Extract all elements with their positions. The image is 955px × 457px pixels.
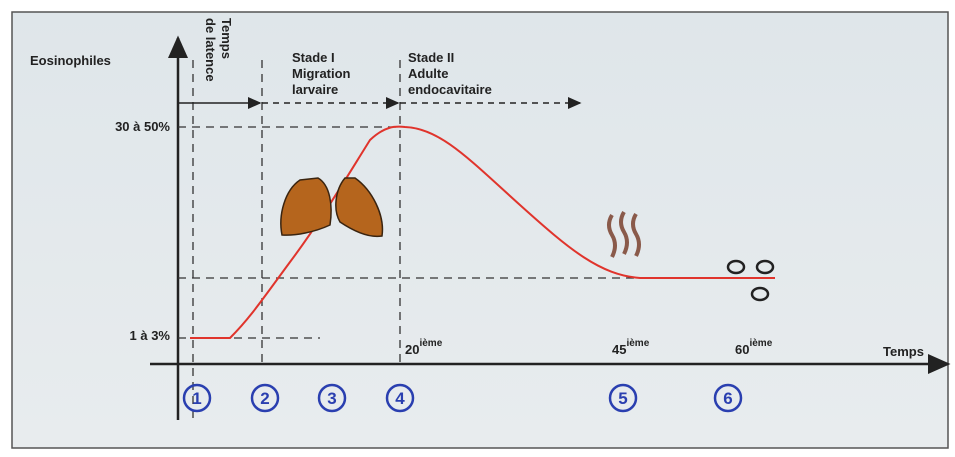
phase-label: endocavitaire — [408, 82, 492, 97]
step-number: 2 — [260, 389, 269, 408]
day-suffix: ième — [626, 338, 649, 349]
phase-label: Stade II — [408, 50, 454, 65]
phase-label: de latence — [203, 18, 218, 82]
x-axis-label: Temps — [883, 344, 924, 359]
step-number: 6 — [723, 389, 732, 408]
step-number: 4 — [395, 389, 405, 408]
phase-label: larvaire — [292, 82, 338, 97]
phase-label: Adulte — [408, 66, 448, 81]
phase-label: Migration — [292, 66, 351, 81]
day-number: 60 — [735, 342, 749, 357]
step-number: 1 — [192, 389, 201, 408]
day-suffix: ième — [419, 338, 442, 349]
level-label: 30 à 50% — [115, 119, 170, 134]
phase-label: Stade I — [292, 50, 335, 65]
y-axis-label: Eosinophiles — [30, 53, 111, 68]
step-number: 5 — [618, 389, 627, 408]
panel — [12, 12, 948, 448]
level-label: 1 à 3% — [130, 328, 171, 343]
diagram: Eosinophiles 30 à 50% 1 à 3% Temps Temps… — [0, 0, 955, 452]
day-number: 20 — [405, 342, 419, 357]
phase-label: Temps — [219, 18, 234, 59]
step-number: 3 — [327, 389, 336, 408]
day-number: 45 — [612, 342, 626, 357]
day-suffix: ième — [749, 338, 772, 349]
